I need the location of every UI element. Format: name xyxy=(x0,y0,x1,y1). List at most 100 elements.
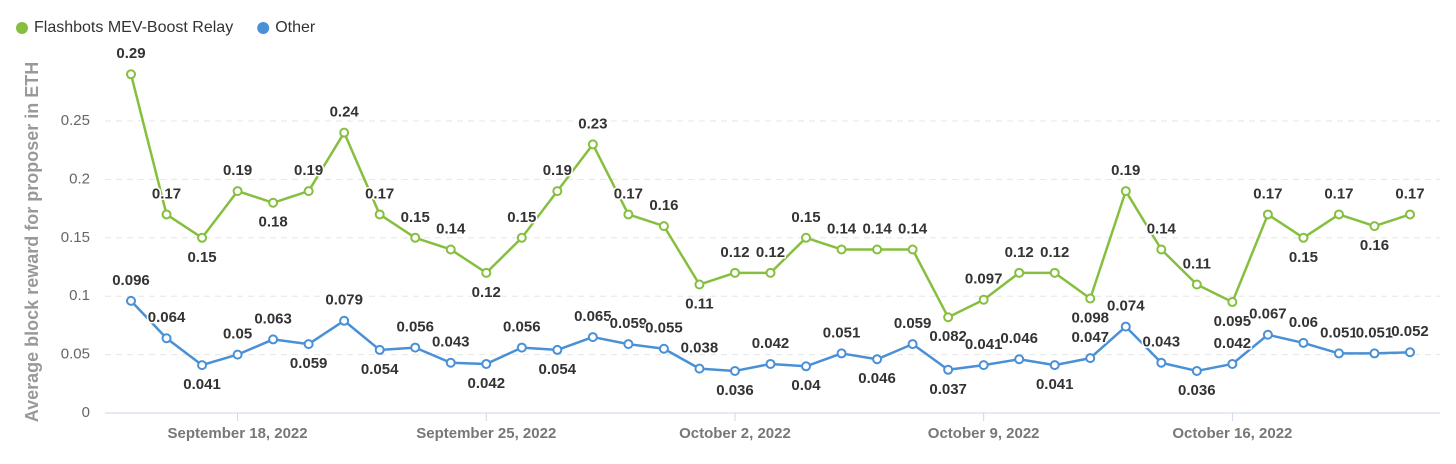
data-label: 0.037 xyxy=(929,381,967,398)
point-marker xyxy=(1120,321,1131,332)
data-label: 0.067 xyxy=(1249,306,1287,323)
point-marker xyxy=(1405,209,1415,220)
point-marker xyxy=(836,348,847,359)
point-marker xyxy=(232,349,243,360)
point-marker xyxy=(836,244,847,255)
data-label: 0.046 xyxy=(858,370,896,387)
data-label: 0.19 xyxy=(294,162,323,179)
point-marker xyxy=(1049,360,1060,371)
point-marker xyxy=(1191,365,1202,376)
point-marker xyxy=(1227,297,1238,308)
data-label: 0.17 xyxy=(614,185,643,202)
data-label: 0.24 xyxy=(330,104,360,121)
data-label: 0.12 xyxy=(1040,244,1069,261)
data-label: 0.041 xyxy=(183,376,221,393)
y-tick-label: 0.25 xyxy=(61,112,90,129)
point-marker xyxy=(729,267,740,278)
point-marker xyxy=(765,358,776,369)
point-marker xyxy=(1333,348,1344,359)
data-label: 0.16 xyxy=(649,197,678,214)
x-tick-label: September 18, 2022 xyxy=(168,425,308,442)
data-label: 0.065 xyxy=(574,308,612,325)
legend-marker xyxy=(257,22,270,34)
point-marker xyxy=(339,127,350,138)
point-marker xyxy=(445,357,456,368)
point-marker xyxy=(1085,353,1096,364)
legend-label: Flashbots MEV-Boost Relay xyxy=(34,19,233,36)
point-marker xyxy=(978,360,989,371)
data-label: 0.055 xyxy=(645,320,683,337)
point-marker xyxy=(445,244,456,255)
point-marker xyxy=(126,295,136,306)
data-label: 0.095 xyxy=(1214,313,1252,330)
point-marker xyxy=(268,197,279,208)
point-marker xyxy=(1120,186,1131,197)
point-marker xyxy=(658,221,669,232)
point-marker xyxy=(1262,209,1273,220)
data-label: 0.29 xyxy=(116,45,145,62)
data-label: 0.036 xyxy=(716,382,754,399)
data-label: 0.14 xyxy=(862,220,892,237)
data-label: 0.074 xyxy=(1107,298,1145,315)
point-marker xyxy=(872,354,883,365)
data-label: 0.17 xyxy=(365,185,394,202)
data-label: 0.15 xyxy=(507,209,536,226)
data-label: 0.14 xyxy=(1147,220,1177,237)
data-label: 0.043 xyxy=(1143,334,1181,351)
data-label: 0.12 xyxy=(1005,244,1034,261)
point-marker xyxy=(1369,348,1380,359)
data-label: 0.046 xyxy=(1000,330,1038,347)
point-marker xyxy=(1049,267,1060,278)
point-marker xyxy=(1333,209,1344,220)
point-marker xyxy=(161,333,172,344)
data-label: 0.036 xyxy=(1178,382,1216,399)
point-marker xyxy=(943,364,954,375)
data-label: 0.18 xyxy=(259,214,288,231)
point-marker xyxy=(587,139,598,150)
data-label: 0.056 xyxy=(503,319,541,336)
data-label: 0.12 xyxy=(720,244,749,261)
point-marker xyxy=(623,209,634,220)
x-tick-label: September 25, 2022 xyxy=(416,425,556,442)
data-label: 0.054 xyxy=(539,361,577,378)
data-label: 0.19 xyxy=(1111,162,1140,179)
legend-label: Other xyxy=(275,19,316,36)
data-label: 0.14 xyxy=(898,220,928,237)
point-marker xyxy=(1369,221,1380,232)
point-marker xyxy=(978,294,989,305)
point-marker xyxy=(374,209,385,220)
point-marker xyxy=(374,344,385,355)
point-marker xyxy=(872,244,883,255)
point-marker xyxy=(801,232,812,243)
data-label: 0.041 xyxy=(965,336,1003,353)
data-label: 0.096 xyxy=(112,272,150,289)
data-label: 0.05 xyxy=(223,326,252,343)
data-label: 0.11 xyxy=(1183,255,1211,272)
data-label: 0.042 xyxy=(752,335,790,352)
point-marker xyxy=(1262,329,1273,340)
point-marker xyxy=(1298,337,1309,348)
point-marker xyxy=(1156,357,1167,368)
point-marker xyxy=(658,343,669,354)
point-marker xyxy=(1014,354,1025,365)
data-label: 0.082 xyxy=(929,328,967,345)
data-label: 0.15 xyxy=(791,209,820,226)
point-marker xyxy=(765,267,776,278)
data-label: 0.059 xyxy=(290,355,328,372)
point-marker xyxy=(410,232,421,243)
point-marker xyxy=(907,244,918,255)
y-tick-label: 0.1 xyxy=(69,287,90,304)
data-label: 0.051 xyxy=(1356,324,1394,341)
data-label: 0.17 xyxy=(1324,185,1353,202)
point-marker xyxy=(552,344,563,355)
legend-marker xyxy=(16,22,28,34)
y-tick-label: 0.05 xyxy=(61,346,90,363)
point-marker xyxy=(1156,244,1167,255)
point-marker xyxy=(161,209,172,220)
data-label: 0.04 xyxy=(791,377,821,394)
point-marker xyxy=(410,342,421,353)
data-label: 0.079 xyxy=(325,292,363,309)
point-marker xyxy=(339,315,350,326)
x-tick-label: October 9, 2022 xyxy=(928,425,1040,442)
